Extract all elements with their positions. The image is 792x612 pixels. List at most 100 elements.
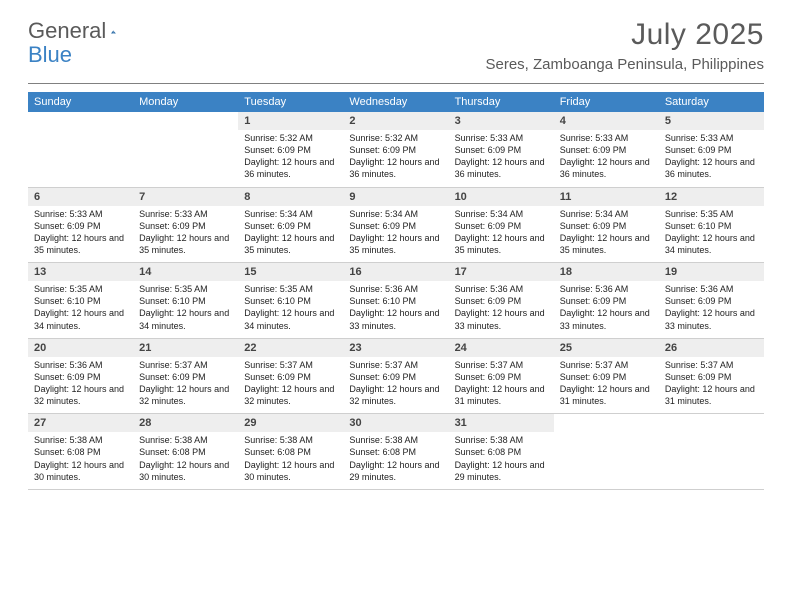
daynum-row: 2728293031 xyxy=(28,414,764,432)
day-number: 20 xyxy=(28,339,133,357)
content-row: Sunrise: 5:36 AM Sunset: 6:09 PM Dayligh… xyxy=(28,357,764,414)
day-cell: Sunrise: 5:32 AM Sunset: 6:09 PM Dayligh… xyxy=(238,130,343,187)
day-number xyxy=(133,112,238,130)
header: General July 2025 Seres, Zamboanga Penin… xyxy=(0,0,792,77)
day-number: 12 xyxy=(659,188,764,206)
day-cell: Sunrise: 5:38 AM Sunset: 6:08 PM Dayligh… xyxy=(449,432,554,489)
day-number: 26 xyxy=(659,339,764,357)
day-number: 4 xyxy=(554,112,659,130)
logo-text-general: General xyxy=(28,18,106,44)
day-number: 18 xyxy=(554,263,659,281)
day-number: 13 xyxy=(28,263,133,281)
day-number: 14 xyxy=(133,263,238,281)
content-row: Sunrise: 5:35 AM Sunset: 6:10 PM Dayligh… xyxy=(28,281,764,338)
daynum-row: 6789101112 xyxy=(28,188,764,206)
day-number: 1 xyxy=(238,112,343,130)
day-cell: Sunrise: 5:38 AM Sunset: 6:08 PM Dayligh… xyxy=(133,432,238,489)
day-number: 22 xyxy=(238,339,343,357)
day-number: 29 xyxy=(238,414,343,432)
day-number: 21 xyxy=(133,339,238,357)
day-number: 15 xyxy=(238,263,343,281)
day-cell: Sunrise: 5:37 AM Sunset: 6:09 PM Dayligh… xyxy=(238,357,343,414)
calendar: Sunday Monday Tuesday Wednesday Thursday… xyxy=(28,92,764,490)
day-cell: Sunrise: 5:33 AM Sunset: 6:09 PM Dayligh… xyxy=(28,206,133,263)
day-number: 2 xyxy=(343,112,448,130)
day-number: 17 xyxy=(449,263,554,281)
day-cell: Sunrise: 5:38 AM Sunset: 6:08 PM Dayligh… xyxy=(28,432,133,489)
calendar-header-row: Sunday Monday Tuesday Wednesday Thursday… xyxy=(28,92,764,112)
day-cell: Sunrise: 5:33 AM Sunset: 6:09 PM Dayligh… xyxy=(449,130,554,187)
col-saturday: Saturday xyxy=(659,92,764,112)
daynum-row: 20212223242526 xyxy=(28,339,764,357)
day-number: 11 xyxy=(554,188,659,206)
title-block: July 2025 Seres, Zamboanga Peninsula, Ph… xyxy=(485,18,764,73)
daynum-row: 13141516171819 xyxy=(28,263,764,281)
day-cell: Sunrise: 5:35 AM Sunset: 6:10 PM Dayligh… xyxy=(238,281,343,338)
day-cell xyxy=(28,130,133,187)
day-number xyxy=(28,112,133,130)
day-cell: Sunrise: 5:37 AM Sunset: 6:09 PM Dayligh… xyxy=(343,357,448,414)
day-number: 9 xyxy=(343,188,448,206)
logo-sail-icon xyxy=(111,23,116,41)
day-cell: Sunrise: 5:35 AM Sunset: 6:10 PM Dayligh… xyxy=(28,281,133,338)
page-title: July 2025 xyxy=(485,18,764,52)
day-cell: Sunrise: 5:32 AM Sunset: 6:09 PM Dayligh… xyxy=(343,130,448,187)
day-number xyxy=(554,414,659,432)
day-number: 16 xyxy=(343,263,448,281)
day-cell: Sunrise: 5:34 AM Sunset: 6:09 PM Dayligh… xyxy=(343,206,448,263)
col-tuesday: Tuesday xyxy=(238,92,343,112)
day-cell: Sunrise: 5:36 AM Sunset: 6:09 PM Dayligh… xyxy=(449,281,554,338)
day-number: 27 xyxy=(28,414,133,432)
day-number: 30 xyxy=(343,414,448,432)
day-cell xyxy=(554,432,659,489)
week-divider xyxy=(28,489,764,490)
day-cell: Sunrise: 5:35 AM Sunset: 6:10 PM Dayligh… xyxy=(133,281,238,338)
col-friday: Friday xyxy=(554,92,659,112)
day-cell: Sunrise: 5:36 AM Sunset: 6:10 PM Dayligh… xyxy=(343,281,448,338)
content-row: Sunrise: 5:38 AM Sunset: 6:08 PM Dayligh… xyxy=(28,432,764,489)
logo: General xyxy=(28,18,139,44)
day-cell: Sunrise: 5:35 AM Sunset: 6:10 PM Dayligh… xyxy=(659,206,764,263)
day-cell: Sunrise: 5:38 AM Sunset: 6:08 PM Dayligh… xyxy=(343,432,448,489)
day-number: 23 xyxy=(343,339,448,357)
day-number: 8 xyxy=(238,188,343,206)
col-thursday: Thursday xyxy=(449,92,554,112)
day-number: 28 xyxy=(133,414,238,432)
content-row: Sunrise: 5:33 AM Sunset: 6:09 PM Dayligh… xyxy=(28,206,764,263)
day-number: 25 xyxy=(554,339,659,357)
day-number: 19 xyxy=(659,263,764,281)
day-cell: Sunrise: 5:36 AM Sunset: 6:09 PM Dayligh… xyxy=(554,281,659,338)
day-number: 6 xyxy=(28,188,133,206)
weeks-container: 12345Sunrise: 5:32 AM Sunset: 6:09 PM Da… xyxy=(28,112,764,490)
day-cell: Sunrise: 5:37 AM Sunset: 6:09 PM Dayligh… xyxy=(133,357,238,414)
day-cell: Sunrise: 5:36 AM Sunset: 6:09 PM Dayligh… xyxy=(659,281,764,338)
day-cell: Sunrise: 5:37 AM Sunset: 6:09 PM Dayligh… xyxy=(554,357,659,414)
day-number: 31 xyxy=(449,414,554,432)
day-number xyxy=(659,414,764,432)
day-number: 10 xyxy=(449,188,554,206)
day-cell xyxy=(133,130,238,187)
day-cell: Sunrise: 5:38 AM Sunset: 6:08 PM Dayligh… xyxy=(238,432,343,489)
day-number: 24 xyxy=(449,339,554,357)
day-number: 7 xyxy=(133,188,238,206)
day-cell xyxy=(659,432,764,489)
day-cell: Sunrise: 5:37 AM Sunset: 6:09 PM Dayligh… xyxy=(659,357,764,414)
col-monday: Monday xyxy=(133,92,238,112)
col-wednesday: Wednesday xyxy=(343,92,448,112)
day-cell: Sunrise: 5:33 AM Sunset: 6:09 PM Dayligh… xyxy=(554,130,659,187)
header-divider xyxy=(28,83,764,84)
daynum-row: 12345 xyxy=(28,112,764,130)
logo-text-blue: Blue xyxy=(28,42,72,67)
day-cell: Sunrise: 5:34 AM Sunset: 6:09 PM Dayligh… xyxy=(238,206,343,263)
day-cell: Sunrise: 5:34 AM Sunset: 6:09 PM Dayligh… xyxy=(554,206,659,263)
day-cell: Sunrise: 5:37 AM Sunset: 6:09 PM Dayligh… xyxy=(449,357,554,414)
day-cell: Sunrise: 5:33 AM Sunset: 6:09 PM Dayligh… xyxy=(133,206,238,263)
day-number: 3 xyxy=(449,112,554,130)
location-text: Seres, Zamboanga Peninsula, Philippines xyxy=(485,56,764,73)
day-cell: Sunrise: 5:34 AM Sunset: 6:09 PM Dayligh… xyxy=(449,206,554,263)
day-cell: Sunrise: 5:36 AM Sunset: 6:09 PM Dayligh… xyxy=(28,357,133,414)
day-cell: Sunrise: 5:33 AM Sunset: 6:09 PM Dayligh… xyxy=(659,130,764,187)
col-sunday: Sunday xyxy=(28,92,133,112)
content-row: Sunrise: 5:32 AM Sunset: 6:09 PM Dayligh… xyxy=(28,130,764,187)
day-number: 5 xyxy=(659,112,764,130)
